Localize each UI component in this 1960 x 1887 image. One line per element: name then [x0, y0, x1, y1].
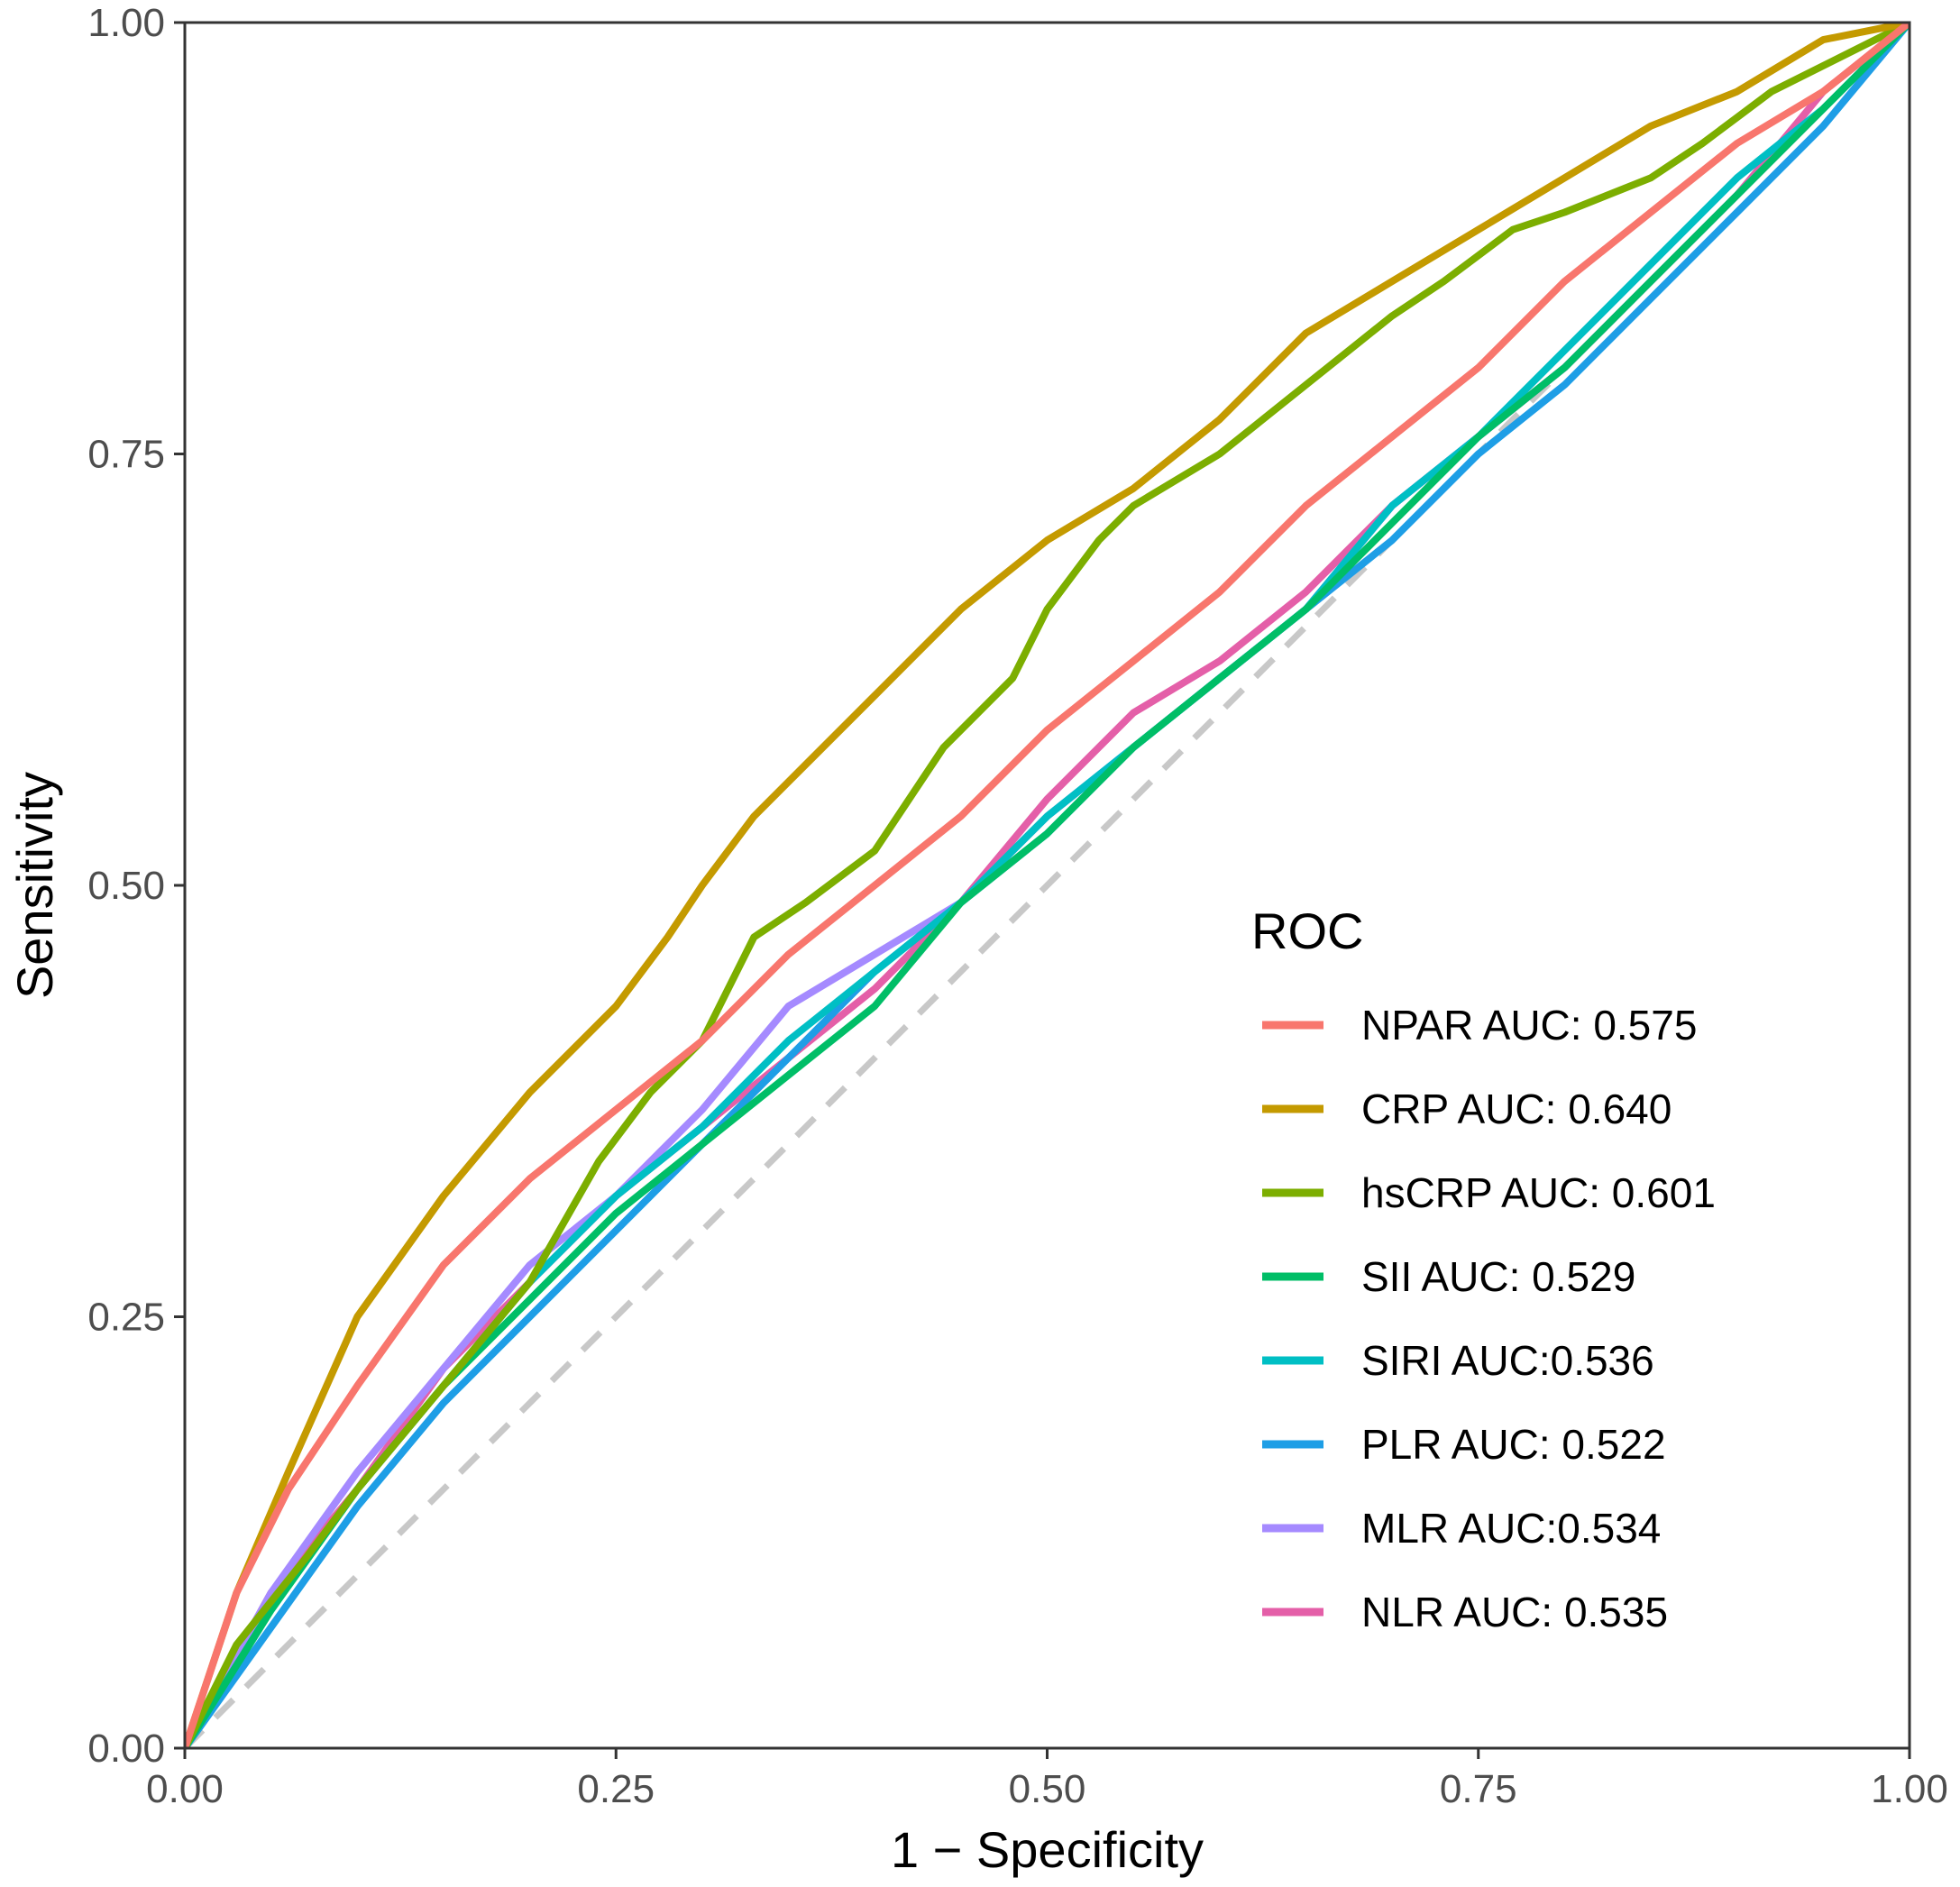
x-tick-label: 0.50: [1009, 1767, 1086, 1811]
y-tick-label: 0.25: [87, 1296, 165, 1340]
legend-label-npar: NPAR AUC: 0.575: [1361, 1002, 1697, 1049]
y-tick-label: 0.00: [87, 1727, 165, 1771]
legend-label-crp: CRP AUC: 0.640: [1361, 1085, 1671, 1132]
legend-label-mlr: MLR AUC:0.534: [1361, 1505, 1661, 1552]
legend-label-plr: PLR AUC: 0.522: [1361, 1421, 1666, 1468]
axes: 0.00 0.25 0.50 0.75 1.00 0.00 0.25 0.50 0.75 1.00…: [6, 1, 1948, 1878]
legend-title: ROC: [1251, 902, 1363, 959]
chance-diagonal-line: [185, 23, 1910, 1748]
roc-curve-crp: [185, 23, 1910, 1748]
x-tick-label: 1.00: [1871, 1767, 1948, 1811]
roc-curve-sii: [185, 23, 1910, 1748]
roc-curve-npar: [185, 23, 1910, 1748]
x-axis-title: 1 − Specificity: [891, 1821, 1204, 1878]
y-tick-label: 0.75: [87, 433, 165, 477]
plot-area: [185, 23, 1910, 1748]
legend: ROC NPAR AUC: 0.575 CRP AUC: 0.640 hsCRP AU…: [1251, 902, 1716, 1635]
legend-label-siri: SIRI AUC:0.536: [1361, 1337, 1654, 1384]
x-tick-label: 0.00: [146, 1767, 224, 1811]
legend-label-hscrp: hsCRP AUC: 0.601: [1361, 1169, 1716, 1216]
x-tick-label: 0.75: [1440, 1767, 1517, 1811]
legend-label-sii: SII AUC: 0.529: [1361, 1253, 1635, 1300]
y-tick-label: 1.00: [87, 1, 165, 45]
y-axis-title: Sensitivity: [6, 772, 63, 999]
x-tick-label: 0.25: [577, 1767, 655, 1811]
roc-curve-hscrp: [185, 23, 1910, 1748]
y-tick-label: 0.50: [87, 864, 165, 908]
legend-label-nlr: NLR AUC: 0.535: [1361, 1589, 1668, 1635]
